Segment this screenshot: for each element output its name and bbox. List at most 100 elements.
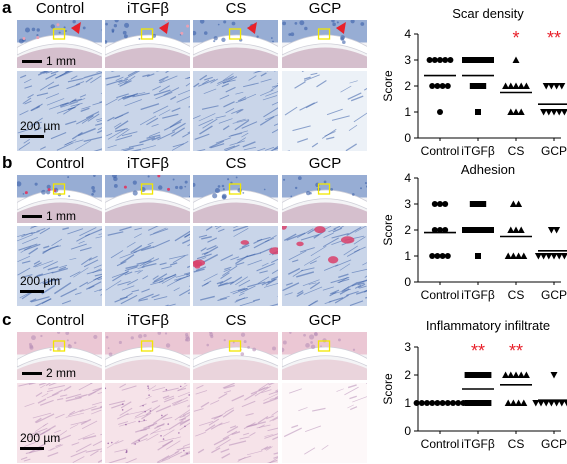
histology-image-bottom (192, 70, 279, 152)
data-point (555, 253, 563, 260)
scale-bar-label: 1 mm (46, 209, 76, 223)
column-title: CS (225, 0, 247, 17)
x-tick-label: CS (508, 144, 525, 158)
data-point (442, 57, 449, 63)
column-title: Control (35, 155, 85, 172)
data-point (480, 400, 487, 406)
arrowhead-icon (246, 22, 257, 34)
data-point (540, 253, 548, 260)
x-tick-label: CS (508, 437, 525, 451)
data-point (475, 83, 481, 89)
data-point (517, 82, 525, 89)
data-point (509, 200, 517, 207)
data-point (437, 201, 443, 207)
data-point (512, 82, 520, 89)
data-point (507, 82, 515, 89)
data-point (418, 400, 425, 406)
y-tick-label: 2 (404, 79, 411, 93)
scale-bar-label: 2 mm (46, 366, 76, 380)
y-axis-label: Score (382, 70, 395, 102)
y-tick-label: 0 (404, 275, 411, 289)
data-point (442, 201, 449, 207)
data-point (480, 201, 487, 207)
data-point (509, 399, 517, 406)
data-point (426, 57, 433, 63)
column-title: CS (225, 312, 247, 329)
data-point (532, 400, 540, 407)
x-tick-label: iTGFβ (461, 288, 495, 302)
scale-bar (22, 60, 42, 63)
y-tick-label: 0 (404, 131, 411, 145)
column-title: GCP (308, 312, 342, 329)
data-point (434, 253, 441, 259)
data-point (553, 227, 561, 234)
data-point (447, 57, 454, 63)
data-point (553, 400, 561, 407)
significance-marker: ** (509, 341, 523, 361)
data-point (480, 83, 487, 89)
chart-title: Scar density (452, 6, 524, 21)
data-point (475, 372, 481, 378)
data-point (437, 109, 443, 115)
data-point (522, 371, 530, 378)
histology-image-top (104, 331, 191, 381)
data-point (429, 253, 436, 259)
x-tick-label: GCP (541, 437, 567, 451)
data-point (522, 82, 530, 89)
data-point (547, 83, 555, 90)
data-point (482, 57, 489, 63)
scale-bar-label: 200 µm (20, 274, 61, 288)
chart-title: Adhesion (460, 162, 516, 177)
histology-image-bottom (192, 225, 279, 307)
arrowhead-icon (70, 22, 81, 34)
data-point (560, 109, 567, 116)
histology-image-bottom (281, 225, 368, 307)
data-point (475, 400, 481, 406)
column-title: Control (35, 0, 85, 17)
panel-letter: a (2, 0, 12, 17)
x-tick-label: Control (421, 144, 460, 158)
data-point (555, 109, 563, 116)
data-point (442, 227, 449, 233)
data-point (550, 253, 558, 260)
data-point (550, 109, 558, 116)
data-point (540, 109, 548, 116)
data-point (469, 83, 476, 89)
x-tick-label: iTGFβ (461, 437, 495, 451)
x-tick-label: Control (421, 288, 460, 302)
y-axis-label: Score (382, 214, 395, 246)
data-point (485, 372, 492, 378)
scale-bar-label: 1 mm (46, 54, 76, 68)
data-point (488, 57, 494, 63)
histology-image-top (192, 174, 279, 224)
data-point (429, 83, 436, 89)
arrowhead-icon (335, 22, 346, 34)
histology-image-top (104, 19, 191, 69)
significance-marker: * (512, 28, 519, 48)
column-title: Control (35, 312, 85, 329)
data-point (480, 372, 487, 378)
x-tick-label: GCP (541, 288, 567, 302)
data-point (475, 253, 481, 259)
histology-image-bottom (16, 382, 103, 464)
x-tick-label: GCP (541, 144, 567, 158)
data-point (434, 83, 441, 89)
data-point (485, 400, 492, 406)
data-point (507, 371, 515, 378)
data-point (558, 400, 566, 407)
column-title: CS (225, 155, 247, 172)
data-point (469, 400, 476, 406)
histology-image-bottom (281, 70, 368, 152)
histology-image-bottom (104, 225, 191, 307)
data-point (542, 83, 550, 90)
histology-image-top (16, 174, 103, 224)
data-point (475, 201, 481, 207)
data-point (550, 372, 558, 379)
significance-marker: ** (547, 28, 561, 48)
scale-bar-label: 200 µm (20, 119, 61, 133)
scatter-chart: 0 1 2 3 4 Score Control iTGFβ CS * GCP ** (382, 28, 567, 158)
data-point (439, 253, 446, 259)
y-tick-label: 1 (404, 249, 411, 263)
data-point (504, 252, 512, 259)
data-point (509, 252, 517, 259)
